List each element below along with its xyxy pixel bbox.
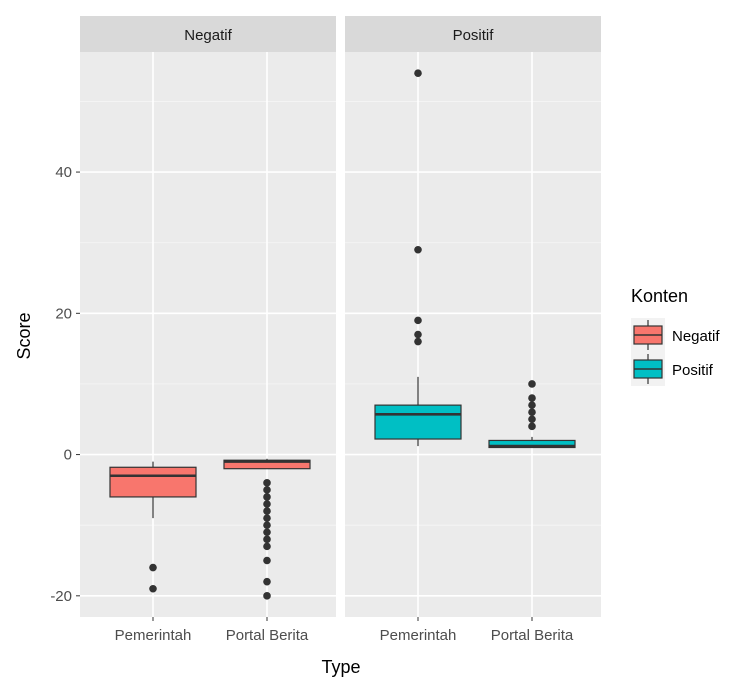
box-negatif-pemerintah — [109, 461, 197, 593]
box-body — [223, 459, 311, 470]
outlier-point — [263, 507, 271, 515]
outlier-point — [149, 584, 157, 593]
outlier-point — [263, 535, 271, 544]
y-axis-title: Score — [14, 312, 34, 359]
panel-positif — [345, 52, 601, 617]
y-tick-label: 40 — [55, 164, 72, 181]
legend-entries: Negatif Positif — [631, 318, 720, 386]
y-tick-label: 20 — [55, 305, 72, 322]
panels-layer: Negatif Positif — [80, 16, 601, 617]
strip-label-positif: Positif — [453, 27, 495, 44]
x-tick-label: Pemerintah — [380, 627, 457, 644]
strip-negatif — [80, 16, 336, 52]
strip-label-negatif: Negatif — [184, 27, 232, 44]
box-positif-portal-berita — [488, 380, 576, 449]
x-axis-title: Type — [321, 657, 360, 677]
x-tick-label: Portal Berita — [491, 627, 574, 644]
legend-entry-positif: Positif — [631, 352, 714, 386]
outlier-point — [263, 493, 271, 501]
legend-title: Konten — [631, 286, 688, 306]
outlier-point — [414, 330, 422, 339]
axes-layer: Pemerintah Portal Berita Pemerintah Portal … — [50, 164, 574, 644]
outlier-point — [528, 408, 536, 416]
legend: Konten Negatif Positif — [631, 286, 720, 386]
outlier-point — [528, 394, 536, 402]
outlier-point — [263, 528, 271, 537]
y-tick-label: -20 — [50, 588, 72, 605]
outlier-point — [414, 69, 422, 77]
outlier-point — [528, 415, 536, 424]
outlier-point — [528, 401, 536, 409]
panel-negatif — [80, 52, 336, 617]
box-body — [488, 439, 576, 449]
outlier-point — [263, 500, 271, 508]
outlier-point — [263, 514, 271, 522]
outlier-point — [528, 422, 536, 431]
strip-positif — [345, 16, 601, 52]
legend-label: Positif — [672, 362, 714, 379]
outlier-point — [414, 245, 422, 254]
outlier-point — [414, 337, 422, 346]
outlier-point — [263, 479, 271, 487]
box-positif-pemerintah — [374, 69, 462, 447]
legend-entry-negatif: Negatif — [631, 318, 720, 352]
outlier-point — [263, 521, 271, 529]
x-tick-label: Pemerintah — [115, 627, 192, 644]
box-body — [374, 404, 462, 440]
box-negatif-portal-berita — [223, 458, 311, 600]
marks-layer — [109, 69, 576, 600]
x-tick-label: Portal Berita — [226, 627, 309, 644]
outlier-point — [263, 542, 271, 551]
outlier-point — [149, 563, 157, 572]
outlier-point — [528, 380, 536, 388]
legend-label: Negatif — [672, 328, 720, 345]
outlier-point — [263, 486, 271, 494]
y-tick-label: 0 — [64, 447, 72, 464]
outlier-point — [414, 316, 422, 325]
outlier-point — [263, 577, 271, 586]
outlier-point — [263, 592, 271, 600]
outlier-point — [263, 556, 271, 565]
box-body — [109, 466, 197, 498]
